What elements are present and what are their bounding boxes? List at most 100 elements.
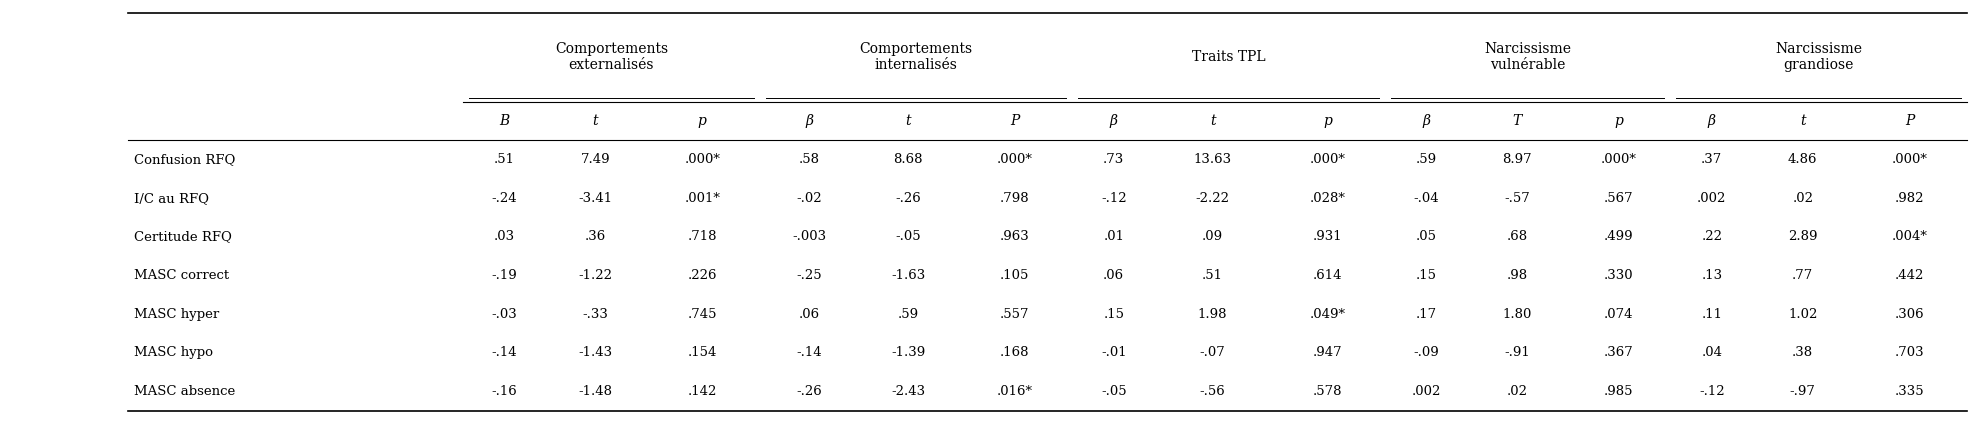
Text: .168: .168 — [999, 346, 1029, 360]
Text: t: t — [1800, 114, 1805, 128]
Text: .000*: .000* — [1309, 153, 1346, 166]
Text: .028*: .028* — [1309, 192, 1346, 205]
Text: .22: .22 — [1701, 231, 1723, 244]
Text: .557: .557 — [999, 308, 1029, 321]
Text: 13.63: 13.63 — [1194, 153, 1232, 166]
Text: p: p — [1323, 114, 1332, 128]
Text: .074: .074 — [1604, 308, 1634, 321]
Text: .17: .17 — [1415, 308, 1437, 321]
Text: .330: .330 — [1604, 269, 1634, 282]
Text: Comportements
externalisés: Comportements externalisés — [554, 42, 668, 72]
Text: .98: .98 — [1506, 269, 1528, 282]
Text: .02: .02 — [1506, 385, 1528, 398]
Text: .982: .982 — [1894, 192, 1924, 205]
Text: t: t — [593, 114, 599, 128]
Text: .947: .947 — [1313, 346, 1342, 360]
Text: B: B — [499, 114, 510, 128]
Text: Confusion RFQ: Confusion RFQ — [134, 153, 235, 166]
Text: .614: .614 — [1313, 269, 1342, 282]
Text: .000*: .000* — [997, 153, 1033, 166]
Text: .154: .154 — [688, 346, 717, 360]
Text: -.19: -.19 — [491, 269, 518, 282]
Text: .06: .06 — [798, 308, 820, 321]
Text: β: β — [1110, 114, 1118, 128]
Text: I/C au RFQ: I/C au RFQ — [134, 192, 209, 205]
Text: .58: .58 — [798, 153, 820, 166]
Text: .002: .002 — [1411, 385, 1441, 398]
Text: Narcissisme
grandiose: Narcissisme grandiose — [1776, 42, 1863, 72]
Text: .02: .02 — [1792, 192, 1813, 205]
Text: β: β — [1423, 114, 1431, 128]
Text: 1.80: 1.80 — [1502, 308, 1531, 321]
Text: .142: .142 — [688, 385, 717, 398]
Text: -.26: -.26 — [796, 385, 822, 398]
Text: P: P — [1011, 114, 1019, 128]
Text: .963: .963 — [999, 231, 1029, 244]
Text: .77: .77 — [1792, 269, 1813, 282]
Text: .04: .04 — [1701, 346, 1723, 360]
Text: MASC correct: MASC correct — [134, 269, 229, 282]
Text: 8.97: 8.97 — [1502, 153, 1531, 166]
Text: .000*: .000* — [684, 153, 719, 166]
Text: -2.22: -2.22 — [1196, 192, 1230, 205]
Text: .06: .06 — [1104, 269, 1123, 282]
Text: .001*: .001* — [684, 192, 719, 205]
Text: -1.43: -1.43 — [578, 346, 613, 360]
Text: .718: .718 — [688, 231, 717, 244]
Text: -1.48: -1.48 — [578, 385, 613, 398]
Text: 2.89: 2.89 — [1788, 231, 1817, 244]
Text: .000*: .000* — [1600, 153, 1636, 166]
Text: .105: .105 — [999, 269, 1029, 282]
Text: -3.41: -3.41 — [578, 192, 613, 205]
Text: .38: .38 — [1792, 346, 1813, 360]
Text: 1.98: 1.98 — [1198, 308, 1228, 321]
Text: -.02: -.02 — [796, 192, 822, 205]
Text: .59: .59 — [1415, 153, 1437, 166]
Text: .11: .11 — [1701, 308, 1723, 321]
Text: p: p — [1614, 114, 1622, 128]
Text: -.57: -.57 — [1504, 192, 1529, 205]
Text: -.25: -.25 — [796, 269, 822, 282]
Text: .03: .03 — [495, 231, 514, 244]
Text: .51: .51 — [1202, 269, 1224, 282]
Text: .367: .367 — [1604, 346, 1634, 360]
Text: .59: .59 — [897, 308, 918, 321]
Text: -.05: -.05 — [1102, 385, 1127, 398]
Text: .745: .745 — [688, 308, 717, 321]
Text: -.14: -.14 — [491, 346, 516, 360]
Text: -.91: -.91 — [1504, 346, 1529, 360]
Text: .016*: .016* — [997, 385, 1033, 398]
Text: -.12: -.12 — [1102, 192, 1127, 205]
Text: .567: .567 — [1604, 192, 1634, 205]
Text: -.04: -.04 — [1413, 192, 1439, 205]
Text: -.09: -.09 — [1413, 346, 1439, 360]
Text: -.14: -.14 — [796, 346, 822, 360]
Text: -.07: -.07 — [1200, 346, 1226, 360]
Text: 4.86: 4.86 — [1788, 153, 1817, 166]
Text: .442: .442 — [1894, 269, 1924, 282]
Text: -.97: -.97 — [1790, 385, 1815, 398]
Text: .37: .37 — [1701, 153, 1723, 166]
Text: MASC absence: MASC absence — [134, 385, 235, 398]
Text: t: t — [1210, 114, 1216, 128]
Text: -.01: -.01 — [1102, 346, 1127, 360]
Text: Traits TPL: Traits TPL — [1192, 50, 1265, 64]
Text: β: β — [804, 114, 814, 128]
Text: -.12: -.12 — [1699, 385, 1725, 398]
Text: Comportements
internalisés: Comportements internalisés — [859, 42, 972, 72]
Text: .51: .51 — [495, 153, 514, 166]
Text: -.33: -.33 — [583, 308, 609, 321]
Text: -2.43: -2.43 — [891, 385, 924, 398]
Text: .36: .36 — [585, 231, 605, 244]
Text: P: P — [1904, 114, 1914, 128]
Text: .226: .226 — [688, 269, 717, 282]
Text: .09: .09 — [1202, 231, 1224, 244]
Text: MASC hyper: MASC hyper — [134, 308, 219, 321]
Text: Certitude RFQ: Certitude RFQ — [134, 231, 233, 244]
Text: 1.02: 1.02 — [1788, 308, 1817, 321]
Text: .000*: .000* — [1892, 153, 1928, 166]
Text: .049*: .049* — [1309, 308, 1346, 321]
Text: -.05: -.05 — [895, 231, 920, 244]
Text: -1.39: -1.39 — [891, 346, 924, 360]
Text: .002: .002 — [1697, 192, 1727, 205]
